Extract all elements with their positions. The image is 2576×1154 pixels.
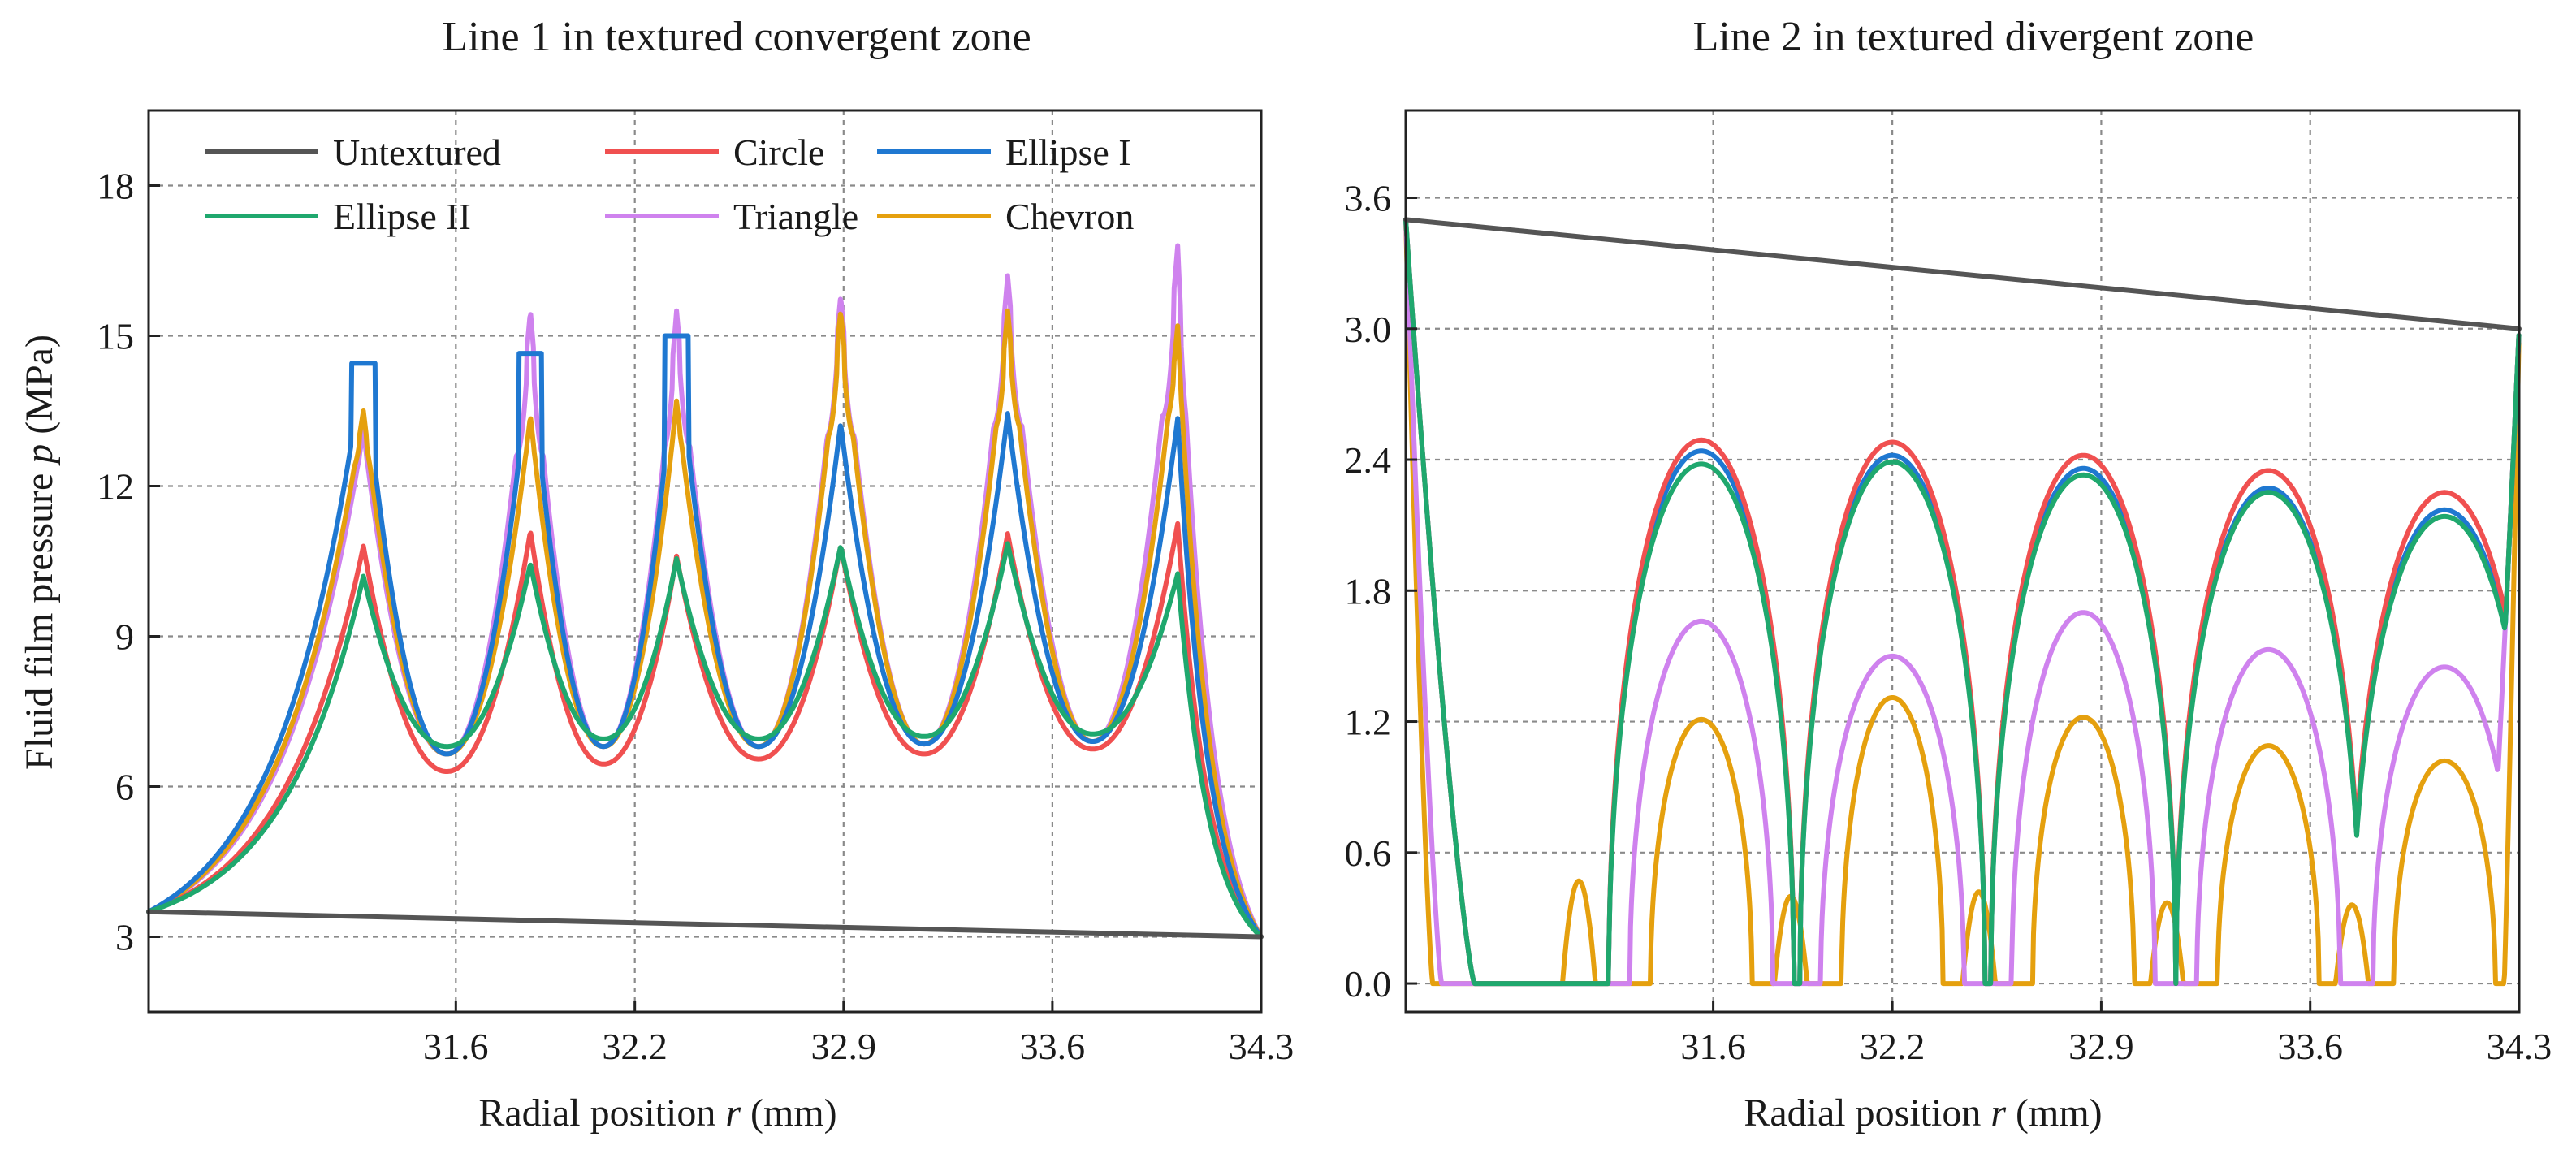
- chart-left-ticks: 31.6 32.2 32.9 33.6 34.3 3 6 9 12 15 18: [97, 166, 1294, 1068]
- legend-label: Chevron: [1005, 196, 1134, 237]
- chart-right-series: [1403, 217, 2522, 987]
- chart-left-series-circle: [146, 521, 1264, 940]
- chart-left-frame: [147, 109, 1263, 1014]
- chart-right-x-tick-label: 34.3: [2487, 1026, 2552, 1067]
- chart-right-series-circle: [1403, 217, 2522, 987]
- legend-label: Untextured: [333, 132, 501, 173]
- chart-right-x-tick-label: 32.2: [1860, 1026, 1926, 1067]
- chart-right-x-axis-label: Radial position r (mm): [1744, 1091, 2102, 1135]
- chart-left-x-tick-label: 34.3: [1229, 1026, 1294, 1067]
- chart-left-y-tick-label: 15: [97, 316, 134, 357]
- chart-left-y-tick-label: 18: [97, 166, 134, 207]
- chart-left-x-tick-label: 32.2: [602, 1026, 668, 1067]
- chart-right-y-tick-label: 1.8: [1345, 570, 1392, 612]
- legend-item-chevron: Chevron: [877, 196, 1134, 237]
- chart-right-series-triangle: [1403, 217, 2522, 987]
- legend-item-triangle: Triangle: [605, 196, 858, 237]
- legend-label: Ellipse II: [333, 196, 471, 237]
- chart-left-grid: [149, 110, 1261, 1012]
- chart-right-ticks: 31.6 32.2 32.9 33.6 34.3 0.0 0.6 1.2 1.8 2.4 3.0 3.…: [1345, 178, 2552, 1067]
- chart-left-series: [146, 243, 1264, 940]
- chart-right-y-tick-label: 2.4: [1345, 439, 1392, 481]
- legend-item-circle: Circle: [605, 132, 824, 173]
- chart-left-series-untextured: [146, 909, 1264, 940]
- chart-right-frame: [1404, 109, 2521, 1014]
- chart-right-title: Line 2 in textured divergent zone: [1693, 14, 2254, 60]
- chart-right-series-untextured: [1403, 217, 2522, 331]
- legend-item-ellipse-ii: Ellipse II: [205, 196, 471, 237]
- chart-right-series-ellipse-i: [1403, 217, 2522, 987]
- chart-left-x-tick-label: 31.6: [423, 1026, 489, 1067]
- chart-right-series-ellipse-ii: [1403, 217, 2522, 987]
- chart-left-x-axis-label: Radial position r (mm): [478, 1091, 836, 1135]
- chart-left-y-tick-label: 12: [97, 466, 134, 508]
- chart-right-x-tick-label: 33.6: [2277, 1026, 2343, 1067]
- legend-label: Ellipse I: [1005, 132, 1131, 173]
- chart-left-y-tick-label: 3: [115, 917, 134, 958]
- chart-left-y-tick-label: 9: [115, 616, 134, 658]
- chart-left-series-ellipse-ii: [146, 541, 1264, 940]
- legend-label: Triangle: [733, 196, 858, 237]
- legend-item-ellipse-i: Ellipse I: [877, 132, 1131, 173]
- chart-left-title: Line 1 in textured convergent zone: [442, 14, 1031, 60]
- chart-left-y-axis-label: Fluid film pressure p (MPa): [18, 335, 61, 770]
- chart-right-y-tick-label: 3.0: [1345, 309, 1392, 350]
- chart-left-y-tick-label: 6: [115, 767, 134, 808]
- chart-right-y-tick-label: 3.6: [1345, 178, 1392, 219]
- chart-right-y-tick-label: 0.6: [1345, 832, 1392, 874]
- chart-left-x-tick-label: 32.9: [811, 1026, 877, 1067]
- chart-right-x-tick-label: 31.6: [1680, 1026, 1746, 1067]
- legend-label: Circle: [733, 132, 824, 173]
- chart-left: Line 1 in textured convergent zone 31.6 3…: [18, 14, 1294, 1135]
- chart-right: Line 2 in textured divergent zone 31.6 32…: [1345, 14, 2552, 1135]
- chart-right-x-tick-label: 32.9: [2068, 1026, 2134, 1067]
- chart-right-y-tick-label: 1.2: [1345, 702, 1392, 743]
- chart-left-x-tick-label: 33.6: [1020, 1026, 1086, 1067]
- legend-item-untextured: Untextured: [205, 132, 501, 173]
- chart-right-series-chevron: [1403, 217, 2522, 987]
- chart-right-y-tick-label: 0.0: [1345, 963, 1392, 1005]
- chart-left-legend: Untextured Circle Ellipse I Ellipse II Trian…: [205, 132, 1134, 237]
